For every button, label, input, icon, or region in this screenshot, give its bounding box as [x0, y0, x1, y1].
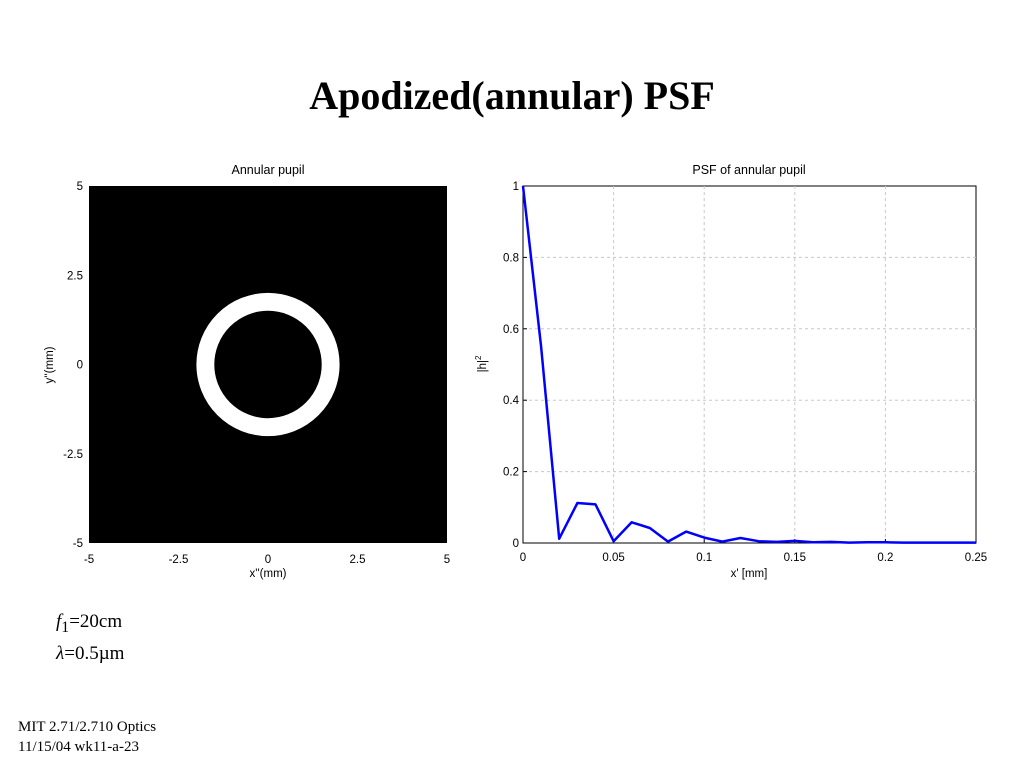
pupil-x-tick-label: -5: [84, 554, 94, 566]
psf-x-tick-label: 0: [520, 552, 526, 564]
psf-y-axis-label: |h|2: [474, 355, 489, 372]
psf-y-tick-label: 0.6: [503, 324, 519, 336]
psf-x-axis-label: x' [mm]: [731, 568, 768, 580]
psf-chart: PSF of annular pupil 0 0.05 0.1 0.15 0.2 0.25…: [474, 163, 987, 580]
psf-chart-title: PSF of annular pupil: [692, 163, 805, 177]
parameter-list: f1=20cm λ=0.5µm: [56, 609, 124, 667]
pupil-y-tick-label: -5: [73, 538, 83, 550]
pupil-x-tick-label: 2.5: [350, 554, 366, 566]
pupil-x-tick-label: -2.5: [169, 554, 189, 566]
psf-y-tick-label: 0.2: [503, 467, 519, 479]
psf-plot-area: [522, 185, 977, 544]
slide-title: Apodized(annular) PSF: [309, 73, 715, 118]
annular-pupil-chart: Annular pupil -5 -2.5 0 2.5 5 5 2.5 0 -2.5 -5 x'…: [44, 163, 450, 580]
pupil-background: [89, 186, 447, 543]
pupil-y-tick-label: 2.5: [67, 270, 83, 282]
pupil-y-tick-label: 0: [77, 360, 83, 372]
footer: MIT 2.71/2.710 Optics 11/15/04 wk11-a-23: [18, 717, 156, 757]
wavelength-param: λ=0.5µm: [56, 642, 125, 664]
pupil-x-tick-label: 5: [444, 554, 450, 566]
psf-x-tick-label: 0.25: [965, 552, 987, 564]
pupil-y-tick-label: -2.5: [63, 449, 83, 461]
psf-x-tick-label: 0.1: [696, 552, 712, 564]
pupil-annulus-ring: [196, 292, 340, 437]
psf-y-tick-label: 0.8: [503, 252, 519, 264]
psf-y-tick-label: 0: [513, 538, 519, 550]
pupil-y-axis-label: y''(mm): [44, 346, 56, 383]
pupil-x-tick-label: 0: [265, 554, 271, 566]
psf-y-tick-label: 0.4: [503, 395, 520, 407]
pupil-y-tick-label: 5: [77, 181, 83, 193]
pupil-x-axis-label: x''(mm): [250, 568, 287, 580]
psf-x-tick-label: 0.2: [877, 552, 893, 564]
psf-x-tick-label: 0.15: [784, 552, 806, 564]
focal-length-param: f1=20cm: [56, 611, 123, 636]
pupil-chart-title: Annular pupil: [232, 163, 305, 177]
psf-series-line: [521, 185, 976, 544]
footer-course: MIT 2.71/2.710 Optics: [18, 719, 157, 735]
psf-x-tick-label: 0.05: [602, 552, 624, 564]
footer-date: 11/15/04 wk11-a-23: [18, 739, 139, 755]
psf-y-tick-label: 1: [513, 181, 519, 193]
